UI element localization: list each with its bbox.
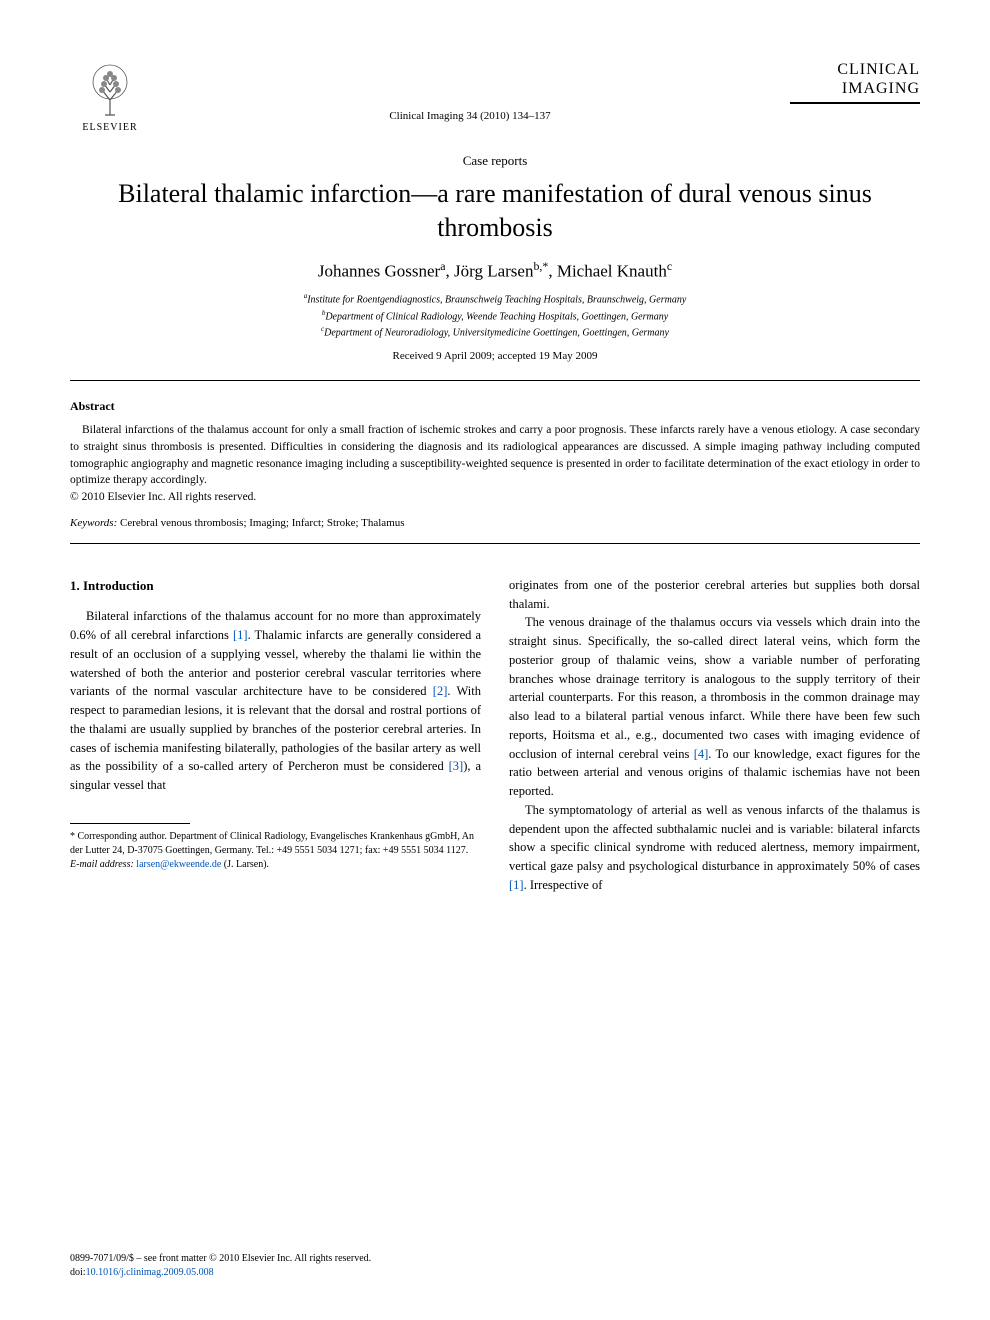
divider-top bbox=[70, 380, 920, 381]
intro-paragraph-1-cont: originates from one of the posterior cer… bbox=[509, 576, 920, 614]
authors-line: Johannes Gossnera, Jörg Larsenb,*, Micha… bbox=[70, 259, 920, 282]
article-dates: Received 9 April 2009; accepted 19 May 2… bbox=[70, 350, 920, 362]
ref-link-3[interactable]: [3] bbox=[449, 759, 464, 773]
footnote-email-line: E-mail address: larsen@ekweende.de (J. L… bbox=[70, 858, 481, 872]
ref-link-1[interactable]: [1] bbox=[233, 628, 248, 642]
intro-paragraph-2: The venous drainage of the thalamus occu… bbox=[509, 613, 920, 801]
footer-doi-label: doi: bbox=[70, 1267, 86, 1278]
intro-paragraph-3: The symptomatology of arterial as well a… bbox=[509, 801, 920, 895]
keywords: Keywords: Cerebral venous thrombosis; Im… bbox=[70, 517, 920, 529]
ref-link-4[interactable]: [4] bbox=[694, 747, 709, 761]
section-1-heading: 1. Introduction bbox=[70, 576, 481, 596]
divider-bottom bbox=[70, 543, 920, 544]
intro-paragraph-1: Bilateral infarctions of the thalamus ac… bbox=[70, 607, 481, 795]
author-3-aff: c bbox=[667, 259, 672, 273]
keywords-text: Cerebral venous thrombosis; Imaging; Inf… bbox=[117, 517, 404, 529]
affiliation-c: cDepartment of Neuroradiology, Universit… bbox=[70, 324, 920, 340]
publisher-name: ELSEVIER bbox=[82, 122, 137, 133]
footnote-email[interactable]: larsen@ekweende.de bbox=[136, 859, 221, 870]
article-title: Bilateral thalamic infarction—a rare man… bbox=[70, 177, 920, 245]
column-left: 1. Introduction Bilateral infarctions of… bbox=[70, 576, 481, 895]
footnote-email-author: (J. Larsen). bbox=[221, 859, 269, 870]
abstract-text: Bilateral infarctions of the thalamus ac… bbox=[70, 422, 920, 489]
page-footer: 0899-7071/09/$ – see front matter © 2010… bbox=[70, 1252, 371, 1280]
page-header: ELSEVIER Clinical Imaging 34 (2010) 134–… bbox=[70, 60, 920, 133]
affiliation-b: bDepartment of Clinical Radiology, Weend… bbox=[70, 308, 920, 324]
keywords-label: Keywords: bbox=[70, 517, 117, 529]
author-1-aff: a bbox=[440, 259, 445, 273]
ref-link-1b[interactable]: [1] bbox=[509, 878, 524, 892]
author-3: Michael Knauth bbox=[557, 261, 667, 280]
publisher-logo: ELSEVIER bbox=[70, 60, 150, 133]
corresponding-author-footnote: * Corresponding author. Department of Cl… bbox=[70, 830, 481, 872]
abstract-copyright: © 2010 Elsevier Inc. All rights reserved… bbox=[70, 491, 920, 503]
footnote-corr: * Corresponding author. Department of Cl… bbox=[70, 830, 481, 858]
author-2-aff: b,* bbox=[533, 259, 548, 273]
journal-logo-line1: CLINICAL bbox=[790, 60, 920, 79]
footer-doi-line: doi:10.1016/j.clinimag.2009.05.008 bbox=[70, 1266, 371, 1280]
ref-link-2[interactable]: [2] bbox=[433, 684, 448, 698]
journal-logo-line2: IMAGING bbox=[790, 79, 920, 98]
author-1: Johannes Gossner bbox=[318, 261, 440, 280]
author-2: Jörg Larsen bbox=[454, 261, 533, 280]
journal-logo: CLINICAL IMAGING bbox=[790, 60, 920, 104]
footnote-email-label: E-mail address: bbox=[70, 859, 134, 870]
abstract-heading: Abstract bbox=[70, 399, 920, 414]
elsevier-tree-icon bbox=[80, 60, 140, 120]
journal-citation: Clinical Imaging 34 (2010) 134–137 bbox=[150, 60, 790, 122]
article-type: Case reports bbox=[70, 153, 920, 169]
footnote-separator bbox=[70, 823, 190, 824]
column-right: originates from one of the posterior cer… bbox=[509, 576, 920, 895]
body-columns: 1. Introduction Bilateral infarctions of… bbox=[70, 576, 920, 895]
affiliation-a: aInstitute for Roentgendiagnostics, Brau… bbox=[70, 291, 920, 307]
footer-front-matter: 0899-7071/09/$ – see front matter © 2010… bbox=[70, 1252, 371, 1266]
affiliations: aInstitute for Roentgendiagnostics, Brau… bbox=[70, 291, 920, 340]
footer-doi[interactable]: 10.1016/j.clinimag.2009.05.008 bbox=[86, 1267, 214, 1278]
